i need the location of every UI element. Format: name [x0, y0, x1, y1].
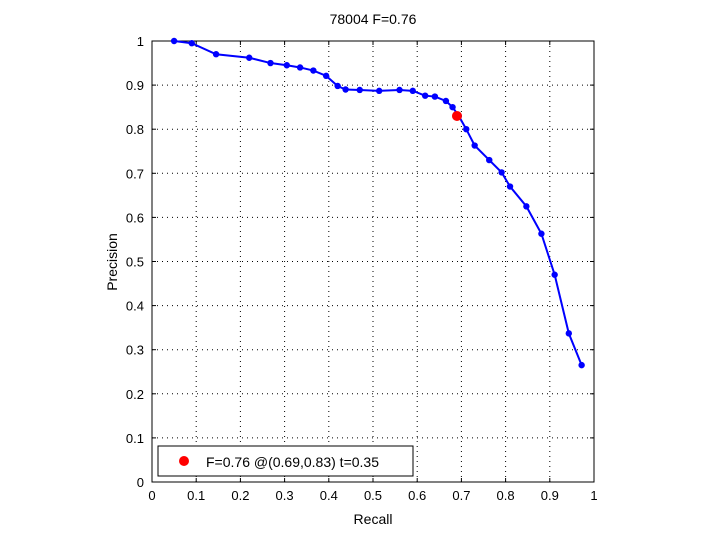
data-point: [310, 67, 317, 74]
legend-text: F=0.76 @(0.69,0.83) t=0.35: [206, 454, 379, 470]
y-tick-label: 0.5: [126, 255, 144, 270]
data-point: [463, 126, 470, 133]
y-tick-label: 0.8: [126, 122, 144, 137]
data-point: [431, 93, 439, 100]
data-point: [506, 183, 514, 190]
data-point: [471, 142, 478, 149]
series-layer: [170, 37, 585, 369]
data-point: [498, 169, 505, 176]
data-point: [551, 271, 558, 278]
legend: F=0.76 @(0.69,0.83) t=0.35: [157, 445, 414, 477]
y-axis-ticks: 0 0.1 0.2 0.3 0.4 0.5 0.6 0.7 0.8 0.9 1: [126, 34, 594, 490]
data-point: [565, 330, 573, 337]
best-f-point: [451, 110, 462, 121]
x-tick-label: 0.3: [276, 488, 294, 503]
data-point: [334, 82, 341, 90]
y-tick-label: 0.3: [126, 343, 144, 358]
x-tick-label: 0.2: [231, 488, 249, 503]
data-point: [486, 156, 493, 164]
x-tick-label: 0.5: [364, 488, 382, 503]
data-point: [523, 203, 530, 210]
x-tick-label: 1: [590, 488, 597, 503]
legend-box: [157, 445, 414, 477]
data-point: [421, 92, 429, 99]
data-point: [375, 87, 383, 95]
y-tick-label: 1: [137, 34, 144, 49]
chart-title: 78004 F=0.76: [330, 11, 417, 27]
y-tick-label: 0.9: [126, 78, 144, 93]
x-tick-label: 0.9: [541, 488, 559, 503]
data-point: [449, 103, 456, 111]
data-point: [409, 87, 416, 95]
data-point: [246, 54, 253, 61]
data-point: [356, 86, 363, 94]
y-tick-label: 0.6: [126, 210, 144, 225]
x-tick-label: 0.1: [187, 488, 205, 503]
y-tick-label: 0.1: [126, 431, 144, 446]
data-point: [170, 37, 178, 45]
y-tick-label: 0: [137, 475, 144, 490]
y-tick-label: 0.2: [126, 387, 144, 402]
data-point: [322, 72, 330, 80]
data-point: [296, 64, 304, 71]
data-point: [538, 230, 545, 237]
x-tick-label: 0: [148, 488, 155, 503]
x-tick-label: 0.6: [408, 488, 426, 503]
data-point: [283, 62, 291, 69]
x-axis-label: Recall: [354, 511, 393, 527]
y-axis-label: Precision: [104, 233, 120, 291]
y-tick-label: 0.4: [126, 299, 144, 314]
data-point: [442, 97, 450, 105]
legend-marker: [179, 456, 189, 466]
data-point: [267, 59, 274, 67]
grid-lines: [152, 41, 594, 482]
y-tick-label: 0.7: [126, 166, 144, 181]
data-point: [578, 361, 585, 369]
x-tick-label: 0.7: [452, 488, 470, 503]
x-axis-ticks: 0 0.1 0.2 0.3 0.4 0.5 0.6 0.7 0.8 0.9 1: [148, 41, 598, 503]
data-point: [396, 86, 403, 94]
data-point: [342, 86, 349, 93]
data-point: [212, 51, 220, 58]
data-point: [188, 40, 195, 47]
x-tick-label: 0.4: [320, 488, 338, 503]
x-tick-label: 0.8: [497, 488, 515, 503]
